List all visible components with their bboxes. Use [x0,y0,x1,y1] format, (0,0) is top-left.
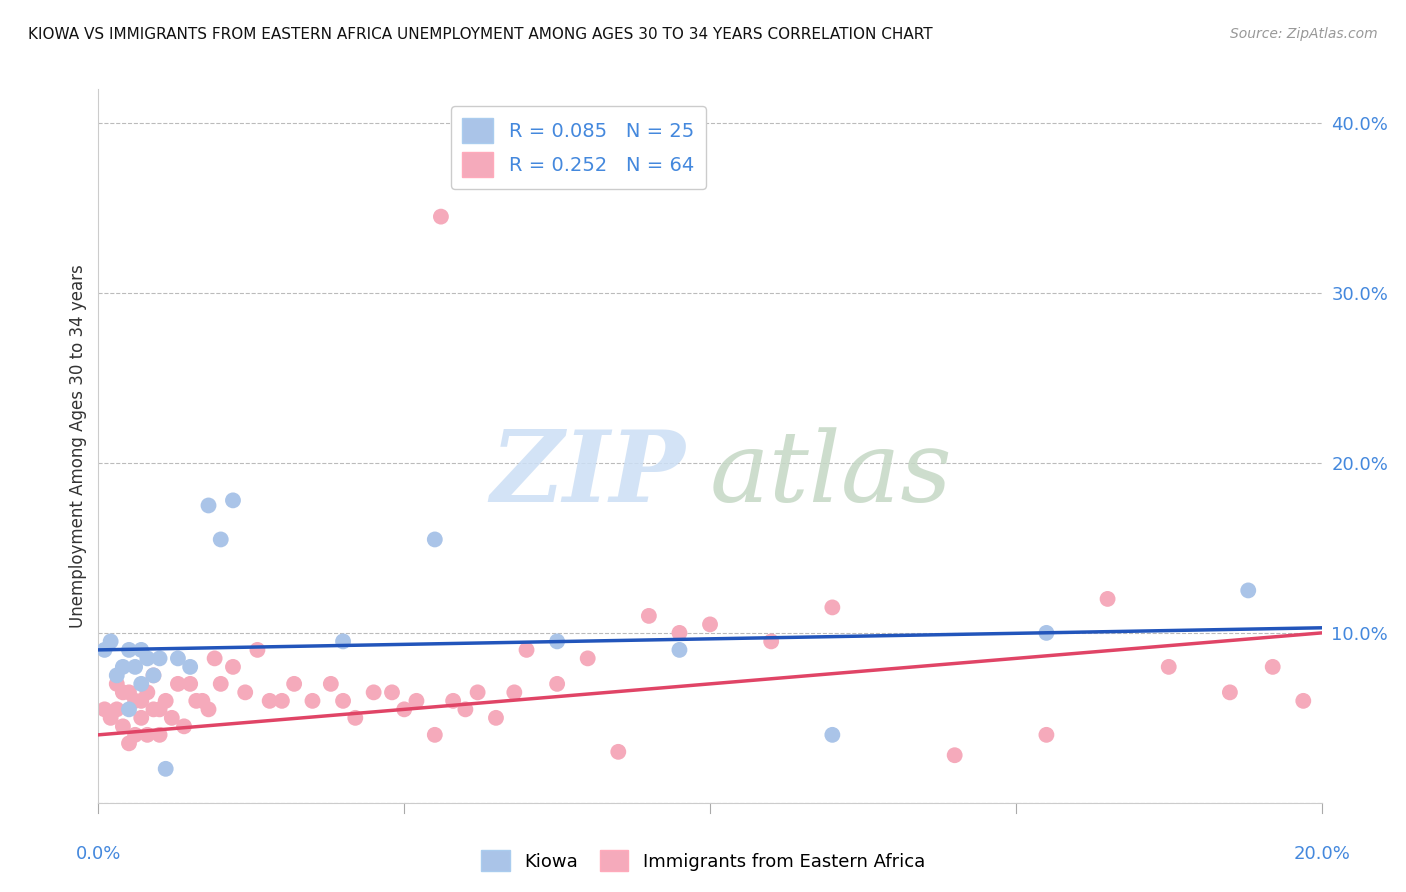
Point [105,702,128,716]
Point [179,660,201,674]
Point [392,702,416,716]
Point [149,651,172,665]
Point [149,702,172,716]
Point [136,651,159,665]
Point [105,668,128,682]
Point [129,677,152,691]
Point [576,651,599,665]
Point [332,634,354,648]
Point [93,643,115,657]
Point [124,694,146,708]
Point [1292,694,1315,708]
Point [1219,685,1241,699]
Point [668,643,690,657]
Point [405,694,427,708]
Point [283,677,305,691]
Point [441,694,464,708]
Point [467,685,489,699]
Point [1035,626,1057,640]
Point [637,608,661,623]
Point [129,643,152,657]
Point [124,728,146,742]
Text: 0.0%: 0.0% [76,846,121,863]
Point [381,685,404,699]
Point [155,762,177,776]
Point [173,719,195,733]
Point [209,677,232,691]
Point [105,677,128,691]
Legend: R = 0.085   N = 25, R = 0.252   N = 64: R = 0.085 N = 25, R = 0.252 N = 64 [451,106,706,189]
Point [423,533,446,547]
Point [209,533,232,547]
Point [155,694,177,708]
Point [222,660,245,674]
Point [344,711,367,725]
Point [821,600,844,615]
Point [197,702,219,716]
Point [503,685,526,699]
Point [607,745,630,759]
Text: KIOWA VS IMMIGRANTS FROM EASTERN AFRICA UNEMPLOYMENT AMONG AGES 30 TO 34 YEARS C: KIOWA VS IMMIGRANTS FROM EASTERN AFRICA … [28,27,932,42]
Point [423,728,446,742]
Point [430,210,453,224]
Y-axis label: Unemployment Among Ages 30 to 34 years: Unemployment Among Ages 30 to 34 years [69,264,87,628]
Point [699,617,721,632]
Point [943,748,966,763]
Point [197,499,219,513]
Point [167,651,190,665]
Point [1157,660,1180,674]
Point [142,668,165,682]
Point [204,651,226,665]
Point [93,702,115,716]
Point [149,728,172,742]
Point [546,677,568,691]
Point [485,711,508,725]
Point [142,702,165,716]
Point [668,626,690,640]
Point [111,685,134,699]
Point [233,685,256,699]
Point [179,677,201,691]
Point [1097,591,1119,606]
Text: ZIP: ZIP [491,426,686,523]
Point [129,694,152,708]
Point [160,711,183,725]
Point [246,643,269,657]
Text: Source: ZipAtlas.com: Source: ZipAtlas.com [1230,27,1378,41]
Point [363,685,385,699]
Point [167,677,190,691]
Point [129,711,152,725]
Point [454,702,477,716]
Point [191,694,214,708]
Text: atlas: atlas [710,427,953,522]
Point [301,694,323,708]
Point [821,728,844,742]
Point [546,634,568,648]
Point [118,736,141,750]
Point [1261,660,1284,674]
Point [136,685,159,699]
Point [332,694,354,708]
Point [1237,583,1260,598]
Point [759,634,782,648]
Point [124,660,146,674]
Point [111,660,134,674]
Point [1035,728,1057,742]
Point [100,711,122,725]
Point [222,493,245,508]
Point [186,694,208,708]
Legend: Kiowa, Immigrants from Eastern Africa: Kiowa, Immigrants from Eastern Africa [474,843,932,879]
Point [118,702,141,716]
Point [270,694,292,708]
Point [100,634,122,648]
Point [319,677,342,691]
Point [118,685,141,699]
Point [142,668,165,682]
Point [516,643,538,657]
Text: 20.0%: 20.0% [1294,846,1350,863]
Point [259,694,281,708]
Point [118,643,141,657]
Point [111,719,134,733]
Point [136,728,159,742]
